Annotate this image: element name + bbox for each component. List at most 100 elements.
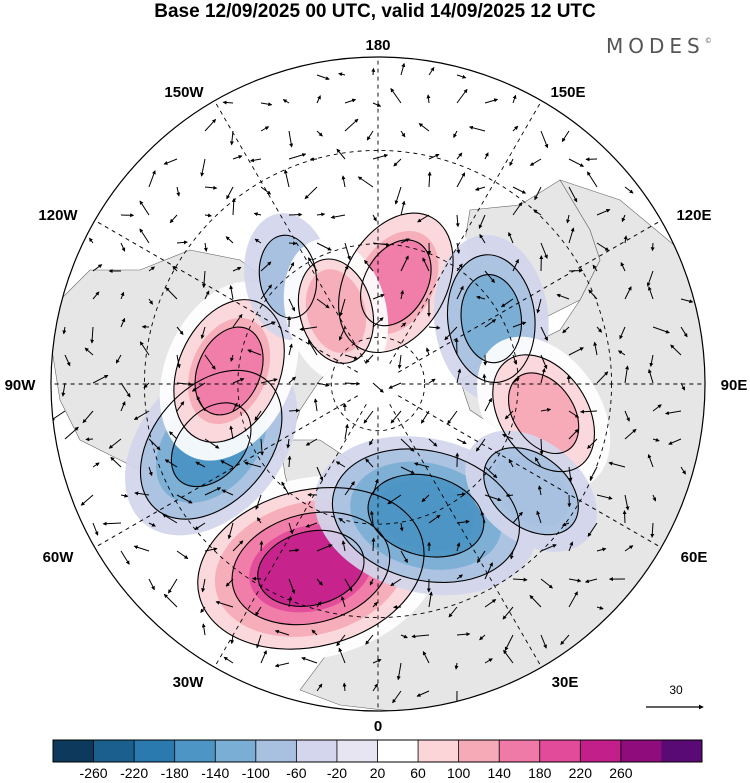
colorbar-swatch [661, 740, 703, 762]
wind-vector [256, 634, 262, 649]
wind-vector [260, 102, 273, 107]
colorbar-swatch [174, 740, 216, 762]
wind-vector [417, 214, 430, 223]
wind-vector [163, 158, 178, 165]
wind-vector [229, 130, 234, 146]
wind-vector [540, 578, 553, 589]
wind-vector [622, 510, 627, 524]
wind-vector [372, 478, 379, 496]
wind-vector [646, 270, 654, 287]
wind-vector [568, 428, 579, 440]
wind-vector [416, 690, 430, 697]
wind-vector [110, 456, 122, 468]
wind-vector [608, 461, 626, 468]
wind-vector [568, 227, 575, 244]
wind-vector [244, 461, 262, 468]
wind-vector [534, 457, 542, 468]
wind-vector [393, 158, 402, 167]
wind-vector [592, 264, 598, 272]
wind-vector [301, 656, 318, 664]
wind-vector [372, 242, 391, 247]
wind-vectors [51, 62, 694, 706]
wind-vector [230, 634, 235, 645]
label-90w: 90W [5, 377, 37, 394]
wind-vector [139, 200, 150, 216]
wind-vector [260, 650, 267, 664]
wind-vector [568, 268, 584, 273]
wind-vector [232, 266, 242, 272]
wind-vector [255, 494, 262, 510]
label-30w: 30W [173, 674, 205, 691]
wind-vector [479, 634, 486, 641]
wind-vector [428, 514, 441, 524]
wind-vector [176, 240, 188, 245]
wind-vector [231, 197, 236, 216]
wind-vector [400, 62, 406, 76]
wind-vector [259, 438, 264, 456]
label-120e: 120E [676, 207, 711, 224]
wind-vector [456, 368, 462, 384]
wind-vector [428, 325, 441, 330]
wind-vector [529, 595, 542, 608]
wind-vector [92, 264, 103, 272]
wind-vector [586, 171, 598, 188]
wind-vector [201, 578, 206, 593]
wind-vector [336, 148, 346, 160]
wind-vector [623, 235, 628, 244]
wind-vector [194, 522, 206, 530]
wind-vector [232, 155, 243, 160]
wind-vector [484, 466, 498, 479]
wind-vector [163, 593, 178, 608]
meridian-line [214, 100, 367, 364]
wind-vector [484, 494, 502, 502]
wind-vector [288, 376, 297, 384]
wind-vector [484, 98, 499, 104]
wind-vector [143, 382, 150, 389]
wind-vector [200, 606, 206, 613]
label-30e: 30E [552, 674, 579, 691]
wind-vector [596, 242, 610, 251]
wind-vector [650, 522, 655, 538]
colorbar-tick-label: 100 [447, 765, 471, 781]
wind-vector [176, 326, 184, 335]
wind-vector [84, 347, 94, 356]
wind-vector [584, 578, 598, 584]
wind-vector [428, 591, 433, 608]
wind-vector [652, 494, 657, 502]
reference-vector-value: 30 [669, 683, 683, 697]
wind-vector [456, 632, 471, 637]
wind-vector [621, 214, 626, 223]
wind-vector [396, 662, 402, 681]
wind-vector [339, 298, 346, 317]
wind-vector [108, 438, 122, 449]
wind-vector [148, 466, 153, 477]
label-90e: 90E [721, 377, 748, 394]
wind-vector [344, 354, 359, 360]
wind-vector [468, 125, 486, 132]
wind-vector [260, 186, 272, 195]
wind-vector [201, 270, 206, 289]
wind-vector [260, 126, 270, 132]
wind-vector [344, 98, 357, 104]
wind-vector [89, 237, 94, 244]
wind-vector [596, 371, 609, 384]
meridian-line [398, 395, 662, 548]
wind-vector [668, 438, 682, 445]
wind-vector [204, 438, 220, 449]
wind-vector [253, 212, 262, 217]
wind-vector [422, 257, 430, 272]
colorbar-tick-label: 20 [370, 765, 386, 781]
wind-vector [176, 494, 193, 504]
wind-vector [82, 410, 94, 424]
wind-vector [509, 158, 514, 167]
wind-vector [204, 354, 216, 370]
wind-vector [512, 354, 517, 365]
wind-vector [647, 453, 654, 468]
wind-vector [670, 344, 682, 356]
meridian-line [389, 100, 542, 364]
wind-vector [372, 659, 382, 664]
wind-vector [568, 410, 580, 418]
wind-vector [168, 578, 178, 594]
contour-line [173, 299, 285, 443]
meridian-line [214, 404, 367, 668]
